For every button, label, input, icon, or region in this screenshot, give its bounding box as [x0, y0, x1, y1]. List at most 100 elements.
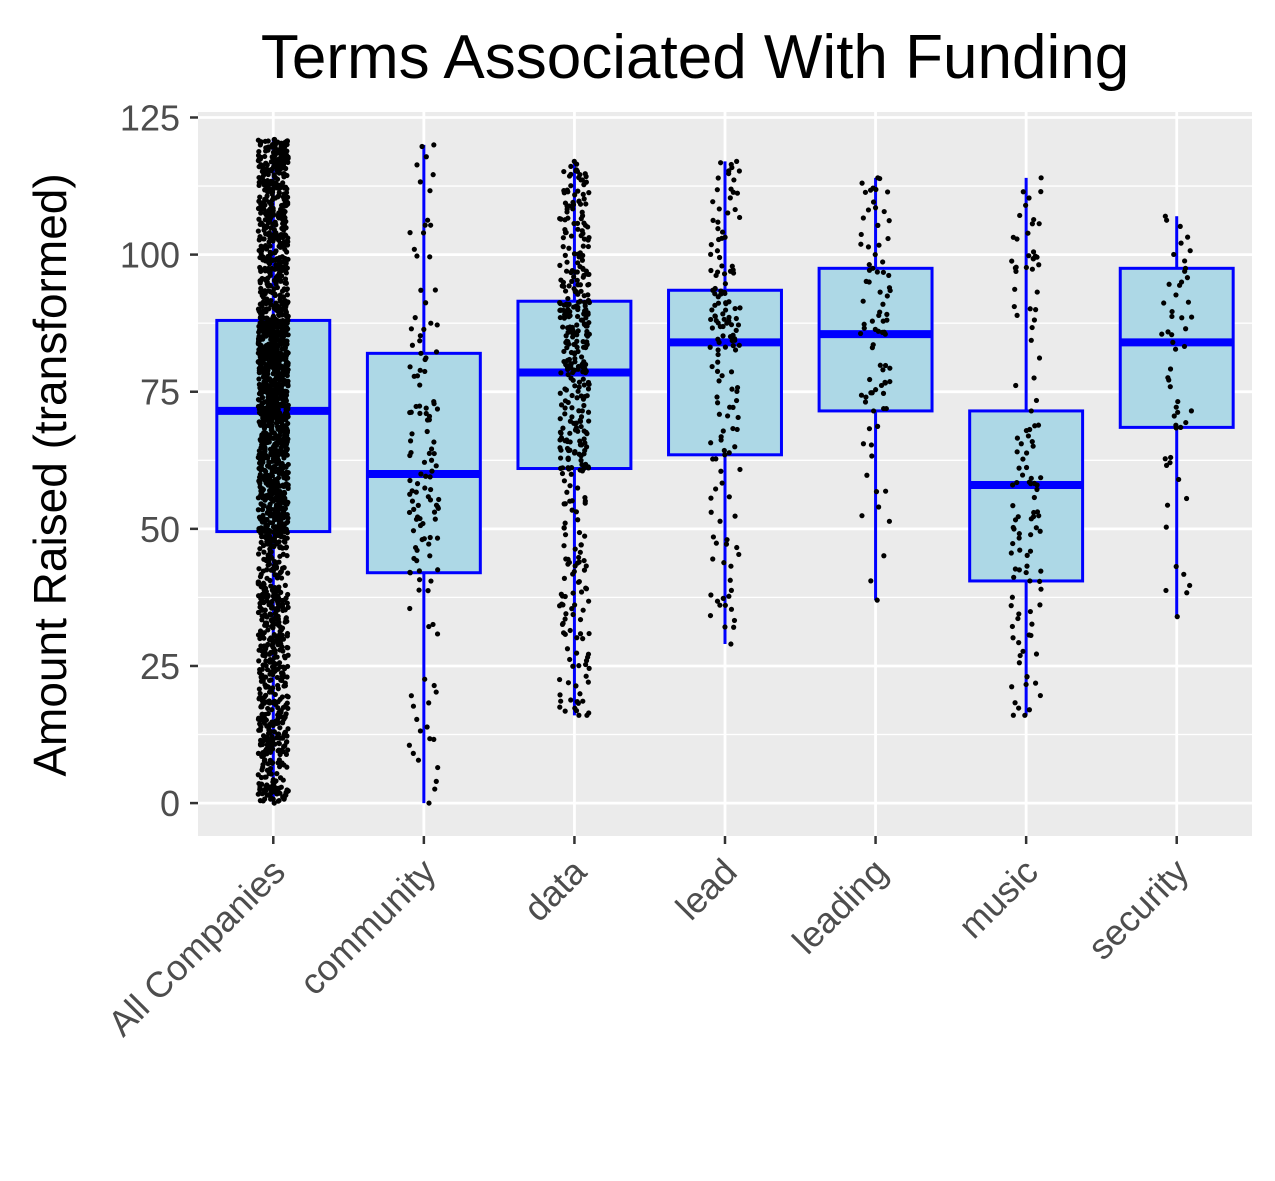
- data-point: [277, 297, 283, 303]
- data-point: [283, 369, 290, 375]
- data-point: [1009, 623, 1015, 630]
- data-point: [1038, 586, 1044, 592]
- data-point: [273, 524, 279, 530]
- data-point: [283, 417, 289, 423]
- data-point: [578, 288, 584, 294]
- data-point: [282, 354, 288, 360]
- data-point: [271, 646, 277, 652]
- data-point: [267, 482, 273, 488]
- data-point: [279, 273, 285, 279]
- box-group: [817, 175, 934, 603]
- data-point: [564, 259, 570, 265]
- data-point: [1037, 578, 1043, 585]
- data-point: [285, 155, 291, 161]
- data-point: [574, 161, 580, 167]
- data-point: [574, 277, 580, 283]
- data-point: [880, 269, 887, 275]
- data-point: [567, 313, 573, 319]
- data-point: [409, 342, 416, 348]
- data-point: [285, 200, 291, 206]
- data-point: [260, 614, 266, 620]
- data-point: [1030, 256, 1037, 262]
- data-point: [1036, 513, 1042, 519]
- data-point: [585, 679, 591, 685]
- data-point: [264, 723, 270, 729]
- data-point: [418, 350, 424, 356]
- data-point: [874, 269, 880, 275]
- data-point: [865, 207, 872, 213]
- data-point: [718, 468, 724, 474]
- data-point: [715, 359, 721, 365]
- data-point: [579, 209, 585, 215]
- data-point: [722, 624, 728, 630]
- data-point: [570, 611, 576, 618]
- data-point: [434, 535, 441, 541]
- data-point: [257, 690, 263, 697]
- jitter-points: [1159, 213, 1195, 620]
- data-point: [284, 292, 290, 298]
- data-point: [866, 426, 873, 432]
- data-point: [267, 243, 273, 249]
- data-point: [271, 729, 277, 735]
- data-point: [280, 210, 286, 216]
- data-point: [569, 278, 575, 284]
- x-tick-label: All Companies: [100, 851, 293, 1044]
- data-point: [284, 528, 290, 534]
- data-point: [726, 593, 732, 599]
- data-point: [584, 341, 590, 348]
- data-point: [884, 293, 890, 299]
- data-point: [580, 191, 586, 198]
- data-point: [277, 764, 283, 770]
- data-point: [271, 430, 277, 436]
- data-point: [1023, 569, 1029, 576]
- data-point: [259, 382, 265, 388]
- data-point: [716, 378, 722, 384]
- data-point: [1029, 621, 1035, 627]
- data-point: [562, 532, 569, 538]
- data-point: [875, 328, 881, 334]
- data-point: [267, 656, 273, 663]
- data-point: [736, 168, 742, 174]
- data-point: [585, 409, 592, 415]
- data-point: [565, 680, 572, 686]
- data-point: [710, 556, 716, 562]
- data-point: [1009, 594, 1015, 600]
- data-point: [256, 198, 262, 204]
- data-point: [722, 307, 729, 313]
- data-point: [562, 708, 568, 714]
- data-point: [1178, 279, 1185, 285]
- data-point: [737, 305, 743, 311]
- data-point: [1174, 614, 1180, 620]
- data-point: [585, 379, 592, 386]
- data-point: [578, 177, 584, 183]
- data-point: [1028, 408, 1034, 414]
- data-point: [568, 233, 575, 239]
- data-point: [1013, 268, 1019, 274]
- data-point: [583, 306, 589, 313]
- data-point: [872, 205, 879, 211]
- data-point: [276, 170, 282, 176]
- data-point: [433, 463, 439, 469]
- data-point: [1009, 684, 1015, 690]
- data-point: [270, 498, 276, 504]
- data-point: [583, 332, 590, 338]
- data-point: [285, 726, 291, 732]
- data-point: [284, 663, 291, 670]
- data-point: [273, 479, 279, 485]
- data-point: [280, 328, 287, 334]
- data-point: [557, 307, 563, 313]
- data-point: [575, 260, 581, 266]
- data-point: [272, 250, 278, 256]
- data-point: [421, 536, 427, 542]
- data-point: [269, 733, 275, 740]
- data-point: [275, 237, 282, 243]
- data-point: [427, 188, 433, 194]
- data-point: [257, 574, 264, 580]
- y-axis: 0 25 50 75 100 125: [120, 97, 198, 824]
- data-point: [720, 333, 726, 339]
- data-point: [557, 416, 563, 422]
- data-point: [261, 581, 267, 588]
- data-point: [263, 658, 269, 664]
- data-point: [580, 607, 586, 613]
- data-point: [425, 217, 431, 223]
